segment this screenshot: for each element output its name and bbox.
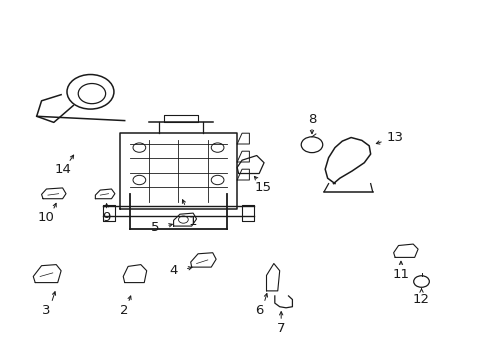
Text: 9: 9 xyxy=(102,211,111,224)
Text: 3: 3 xyxy=(42,304,51,317)
Text: 13: 13 xyxy=(386,131,403,144)
Text: 8: 8 xyxy=(307,113,316,126)
Text: 14: 14 xyxy=(54,163,71,176)
Text: 6: 6 xyxy=(254,304,263,317)
Text: 10: 10 xyxy=(38,211,55,224)
Text: 12: 12 xyxy=(412,293,429,306)
Text: 1: 1 xyxy=(188,215,197,228)
Text: 11: 11 xyxy=(392,268,408,281)
Text: 15: 15 xyxy=(254,181,271,194)
Text: 7: 7 xyxy=(276,322,285,335)
Text: 2: 2 xyxy=(120,304,129,317)
Text: 5: 5 xyxy=(151,221,160,234)
Text: 4: 4 xyxy=(169,264,178,277)
